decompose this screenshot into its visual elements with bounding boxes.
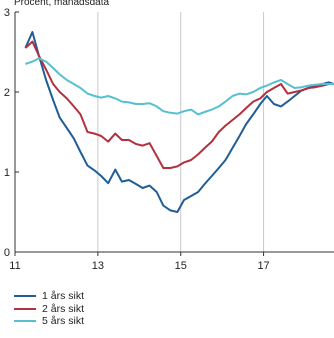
legend-label: 2 års sikt bbox=[42, 303, 84, 315]
unit-label: Procent, månadsdata bbox=[14, 0, 109, 8]
axes bbox=[15, 12, 334, 256]
gridlines bbox=[98, 12, 264, 252]
legend-label: 1 års sikt bbox=[42, 290, 84, 302]
x-tick-label: 13 bbox=[92, 260, 104, 272]
y-tick-label: 0 bbox=[4, 247, 10, 259]
y-tick-label: 2 bbox=[4, 87, 10, 99]
series-line-2 bbox=[25, 42, 334, 168]
series-line-3 bbox=[25, 58, 334, 114]
x-tick-label: 17 bbox=[257, 260, 269, 272]
y-tick-label: 1 bbox=[4, 167, 10, 179]
series-line-1 bbox=[25, 32, 334, 212]
x-tick-label: 11 bbox=[9, 260, 20, 272]
series-lines bbox=[25, 32, 334, 212]
legend-label: 5 års sikt bbox=[42, 315, 84, 327]
legend-swatch bbox=[14, 308, 36, 310]
legend-item: 1 års sikt bbox=[14, 290, 84, 303]
legend-item: 5 års sikt bbox=[14, 315, 84, 328]
tick-labels: 0 1 2 3 11 13 15 17 bbox=[4, 7, 270, 272]
y-tick-label: 3 bbox=[4, 7, 10, 19]
legend: 1 års sikt 2 års sikt 5 års sikt bbox=[14, 290, 84, 328]
legend-item: 2 års sikt bbox=[14, 303, 84, 316]
legend-swatch bbox=[14, 320, 36, 322]
x-tick-label: 15 bbox=[175, 260, 187, 272]
legend-swatch bbox=[14, 295, 36, 297]
